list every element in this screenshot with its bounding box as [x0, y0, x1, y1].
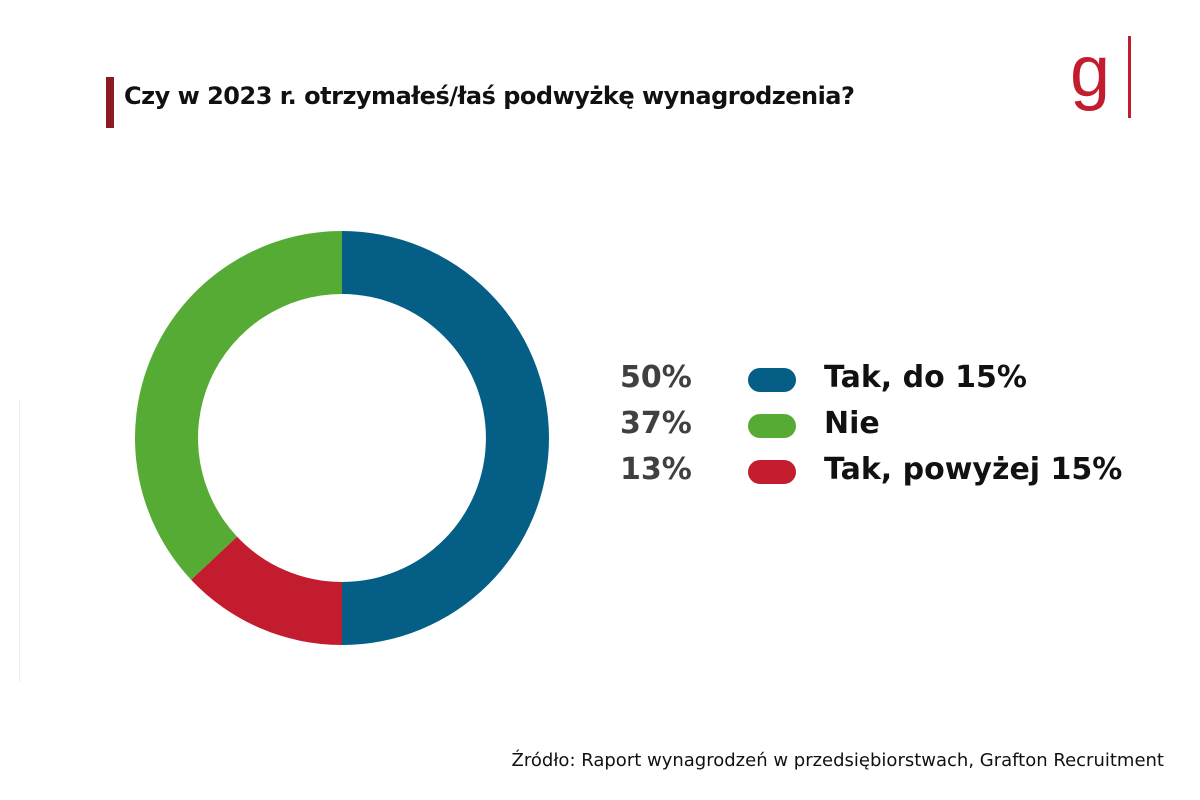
legend-swatch	[748, 460, 796, 484]
legend-swatch	[748, 414, 796, 438]
source-note: Źródło: Raport wynagrodzeń w przedsiębio…	[511, 750, 1164, 771]
donut-slice-0	[342, 231, 549, 645]
legend-label: Nie	[824, 406, 880, 441]
edge-line	[19, 400, 20, 682]
percent-label: 13%	[620, 452, 692, 487]
donut-slice-2	[191, 536, 342, 645]
grafton-logo: g	[1070, 36, 1131, 118]
donut-slice-1	[135, 231, 342, 580]
legend-label: Tak, do 15%	[824, 360, 1027, 395]
legend-swatch	[748, 368, 796, 392]
chart-title: Czy w 2023 r. otrzymałeś/łaś podwyżkę wy…	[124, 82, 855, 110]
legend-label: Tak, powyżej 15%	[824, 452, 1123, 487]
percent-label: 50%	[620, 360, 692, 395]
svg-text:g: g	[1070, 36, 1110, 112]
percent-label: 37%	[620, 406, 692, 441]
title-accent-bar	[106, 77, 114, 128]
